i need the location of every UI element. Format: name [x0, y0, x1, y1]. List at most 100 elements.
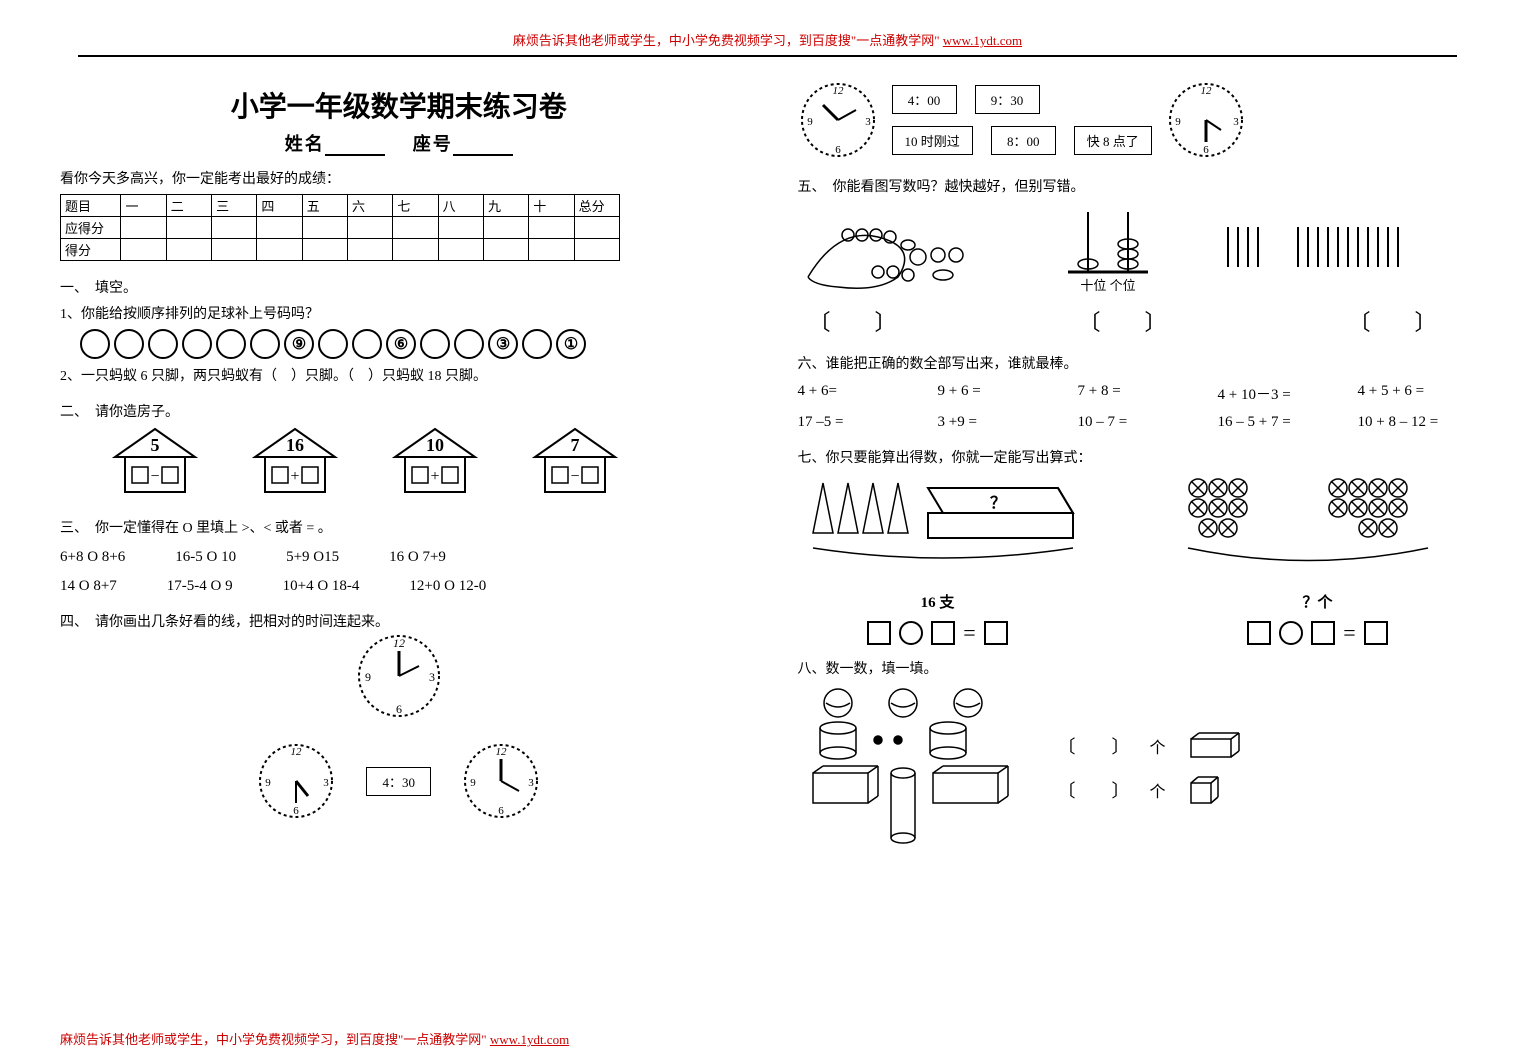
bracket: 〔 〕	[798, 305, 908, 337]
svg-text:3: 3	[429, 670, 435, 684]
bracket: 〔 〕	[1068, 305, 1178, 337]
svg-text:3: 3	[1233, 116, 1239, 128]
count-row: 〔 〕 个	[1058, 773, 1246, 807]
ball	[216, 329, 246, 359]
ball: ⑨	[284, 329, 314, 359]
ball	[80, 329, 110, 359]
page: 小学一年级数学期末练习卷 姓名 座号 看你今天多高兴，你一定能考出最好的成绩： …	[60, 70, 1475, 1023]
ball	[250, 329, 280, 359]
q6-head: 六、谁能把正确的数全部写出来，谁就最棒。	[798, 353, 1476, 373]
svg-text:9: 9	[807, 116, 813, 128]
q7-left-label: 16 支	[921, 591, 955, 612]
square-icon	[1364, 621, 1388, 645]
svg-text:16: 16	[286, 435, 304, 455]
score-table: 题目 一 二 三 四 五 六 七 八 九 十 总分 应得分 得分	[60, 194, 620, 261]
name-blank	[325, 138, 385, 156]
header-note: 麻烦告诉其他老师或学生，中小学免费视频学习，到百度搜"一点通教学网" www.1…	[0, 30, 1535, 49]
q3-row1: 6+8 O 8+6 16-5 O 10 5+9 O15 16 O 7+9	[60, 549, 738, 566]
svg-text:6: 6	[396, 702, 402, 716]
ball: ①	[556, 329, 586, 359]
bracket: 〔 〕	[1058, 777, 1130, 803]
svg-text:12: 12	[832, 85, 844, 97]
time-label: 4：00	[892, 85, 957, 114]
balls-groups-icon	[1178, 473, 1458, 583]
beads-icon	[798, 217, 998, 297]
svg-text:6: 6	[1203, 144, 1209, 156]
subtitle: 姓名 座号	[60, 130, 738, 156]
clock-icon: 12 3 6 9	[256, 741, 336, 821]
left-column: 小学一年级数学期末练习卷 姓名 座号 看你今天多高兴，你一定能考出最好的成绩： …	[60, 70, 738, 1023]
clock-area: 12 3 6 9 12 3 6 9 4：30	[60, 631, 738, 821]
time-label: 4：30	[366, 767, 431, 796]
count-row: 〔 〕 个	[1058, 729, 1246, 763]
q1-line2: 2、一只蚂蚁 6 只脚，两只蚂蚁有（ ）只脚。（ ）只蚂蚁 18 只脚。	[60, 365, 738, 385]
ball	[352, 329, 382, 359]
q2-head: 二、 请你造房子。	[60, 401, 738, 421]
time-label: 8：00	[991, 126, 1056, 155]
square-icon	[1247, 621, 1271, 645]
blocks-figure-icon	[798, 678, 1018, 858]
cuboid-icon	[1186, 729, 1246, 763]
square-icon	[867, 621, 891, 645]
ball: ③	[488, 329, 518, 359]
svg-text:9: 9	[266, 777, 272, 789]
svg-text:6: 6	[294, 805, 300, 817]
top-clocks: 12 3 6 9 4：00 9：30 10 时刚过 8：00 快 8 点了	[798, 80, 1476, 160]
q1-head: 一、 填空。	[60, 277, 738, 297]
ball	[420, 329, 450, 359]
bracket: 〔 〕	[1338, 305, 1448, 337]
time-label: 9：30	[975, 85, 1040, 114]
q1-line1: 1、你能给按顺序排列的足球补上号码吗？	[60, 303, 738, 323]
svg-text:7: 7	[571, 435, 580, 455]
q7-right-label: ？个	[1302, 591, 1332, 612]
header-note-link: www.1ydt.com	[943, 33, 1022, 48]
right-column: 12 3 6 9 4：00 9：30 10 时刚过 8：00 快 8 点了	[798, 70, 1476, 1023]
svg-text:6: 6	[835, 144, 841, 156]
svg-text:9: 9	[365, 670, 371, 684]
time-label: 快 8 点了	[1074, 126, 1152, 155]
svg-text:3: 3	[529, 777, 535, 789]
house-icon: 5 −	[110, 427, 200, 497]
abacus-icon: 十位 个位	[1058, 202, 1158, 297]
seat-label: 座号	[413, 134, 453, 154]
ball	[114, 329, 144, 359]
q7-head: 七、你只要能算出得数，你就一定能写出算式：	[798, 447, 1476, 467]
house-icon: 10 +	[390, 427, 480, 497]
cube-icon	[1186, 773, 1226, 807]
page-title: 小学一年级数学期末练习卷	[60, 85, 738, 125]
ball	[318, 329, 348, 359]
svg-text:？: ？	[989, 495, 1005, 512]
shape-equation: =	[1247, 620, 1387, 646]
square-icon	[931, 621, 955, 645]
house: 5 −	[110, 427, 200, 497]
q6-row1: 4 + 6= 9 + 6 = 7 + 8 = 4 + 10－3 = 4 + 5 …	[798, 383, 1476, 404]
table-row: 得分	[61, 239, 620, 261]
name-label: 姓名	[285, 134, 325, 154]
svg-text:−: −	[570, 468, 579, 485]
ball	[148, 329, 178, 359]
ball	[522, 329, 552, 359]
svg-text:3: 3	[324, 777, 330, 789]
svg-text:9: 9	[471, 777, 477, 789]
footer-note: 麻烦告诉其他老师或学生，中小学免费视频学习，到百度搜"一点通教学网" www.1…	[60, 1029, 569, 1048]
footer-note-link: www.1ydt.com	[490, 1032, 569, 1047]
svg-text:10: 10	[426, 435, 444, 455]
unit-label: 个	[1150, 734, 1166, 758]
svg-text:12: 12	[291, 746, 303, 758]
square-icon	[1311, 621, 1335, 645]
table-row: 题目 一 二 三 四 五 六 七 八 九 十 总分	[61, 195, 620, 217]
header-note-text: 麻烦告诉其他老师或学生，中小学免费视频学习，到百度搜"一点通教学网"	[513, 33, 940, 48]
tally-icon	[1218, 217, 1448, 297]
svg-text:6: 6	[499, 805, 505, 817]
bracket: 〔 〕	[1058, 733, 1130, 759]
clock-icon: 12 3 6 9	[1166, 80, 1246, 160]
q3-head: 三、 你一定懂得在 O 里填上 >、< 或者 = 。	[60, 517, 738, 537]
footer-note-text: 麻烦告诉其他老师或学生，中小学免费视频学习，到百度搜"一点通教学网"	[60, 1032, 487, 1047]
q8-head: 八、数一数，填一填。	[798, 658, 1476, 678]
svg-text:+: +	[430, 468, 439, 485]
svg-text:12: 12	[1200, 85, 1212, 97]
svg-text:+: +	[290, 468, 299, 485]
ball: ⑥	[386, 329, 416, 359]
houses: 5 − 16 +	[110, 427, 738, 497]
clock-icon: 12 3 6 9	[798, 80, 878, 160]
